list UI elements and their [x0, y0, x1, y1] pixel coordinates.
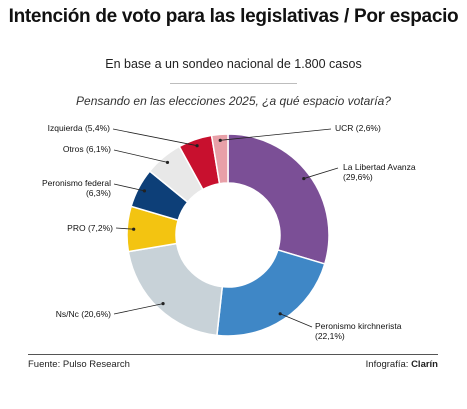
leader-dot-ucr — [218, 138, 222, 142]
label-ns-nc: Ns/Nc (20,6%) — [56, 309, 111, 319]
label-peronismo-federal: Peronismo federal (6,3%) — [42, 178, 111, 198]
leader-line-ns-nc — [113, 303, 164, 315]
footer-divider — [28, 354, 438, 355]
leader-line-pro — [115, 227, 134, 230]
label-izquierda: Izquierda (5,4%) — [48, 123, 111, 133]
leader-dot-ns-nc — [161, 302, 165, 306]
slice-ns-nc — [127, 242, 224, 337]
leader-line-peronismo-kirchnerista — [280, 313, 313, 328]
credit-name: Clarín — [411, 359, 438, 370]
slice-ucr — [210, 133, 229, 185]
label-pro: PRO (7,2%) — [67, 223, 113, 233]
slice-peronismo-kirchnerista — [216, 248, 326, 337]
leader-dot-peronismo-federal — [142, 189, 147, 193]
label-peronismo-kirchnerista: Peronismo kirchnerista (22,1%) — [315, 321, 402, 341]
credit-note: Infografía: Clarín — [366, 359, 438, 370]
chart-title: Intención de voto para las legislativas … — [8, 6, 459, 27]
leader-line-ucr — [220, 128, 332, 141]
divider — [170, 83, 297, 84]
source-note: Fuente: Pulso Research — [28, 359, 130, 370]
leader-line-izquierda — [112, 128, 198, 147]
label-la-libertad-avanza: La Libertad Avanza (29,6%) — [343, 162, 416, 182]
leader-dot-pro — [132, 227, 136, 231]
chart-subtitle: En base a un sondeo nacional de 1.800 ca… — [105, 57, 362, 71]
label-otros: Otros (6,1%) — [63, 144, 111, 154]
leader-line-peronismo-federal — [113, 183, 145, 192]
leader-line-otros — [113, 149, 168, 163]
label-ucr: UCR (2,6%) — [335, 123, 381, 133]
leader-dot-izquierda — [195, 144, 199, 148]
credit-prefix: Infografía: — [365, 359, 412, 370]
leader-dot-otros — [165, 160, 170, 165]
survey-question: Pensando en las elecciones 2025, ¿a qué … — [76, 94, 391, 108]
leader-dot-peronismo-kirchnerista — [278, 312, 282, 316]
leader-dot-la-libertad-avanza — [302, 176, 306, 181]
slice-la-libertad-avanza — [227, 133, 330, 265]
leader-line-la-libertad-avanza — [303, 167, 339, 179]
